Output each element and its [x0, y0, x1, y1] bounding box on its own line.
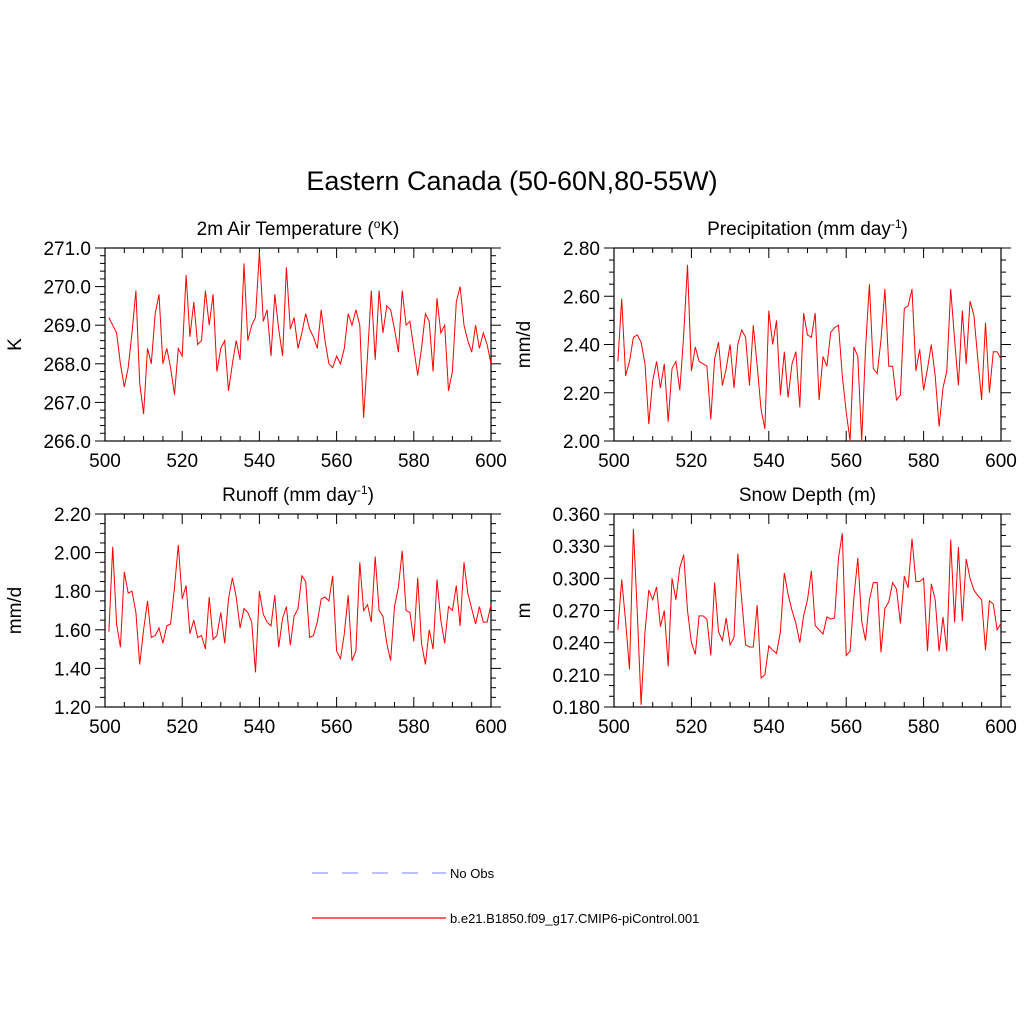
plot-frame: [613, 247, 1002, 442]
series-line: [108, 251, 492, 418]
plot-frame: [613, 513, 1002, 708]
x-tick-label: 500: [89, 717, 121, 738]
x-tick-label: 520: [166, 451, 198, 472]
y-tick-label: 271.0: [43, 239, 91, 260]
y-tick-label: 2.80: [563, 239, 600, 260]
chart-panel-1: 2m Air Temperature (oK) K 500 520 540 560 580 6…: [5, 217, 507, 472]
legend-model-label: b.e21.B1850.f09_g17.CMIP6-piControl.001: [450, 911, 699, 926]
x-tick-label: 560: [830, 717, 862, 738]
y-tick-label: 1.40: [54, 659, 91, 680]
series-line: [617, 528, 1002, 705]
y-tick-label: 2.20: [563, 384, 600, 405]
panel-title: Precipitation (mm day-1): [707, 217, 908, 240]
legend-obs-label: No Obs: [450, 866, 495, 881]
x-tick-label: 580: [398, 717, 430, 738]
chart-panel-2: Precipitation (mm day-1) mm/d 500 520 540 560…: [514, 217, 1017, 472]
y-tick-label: 2.20: [54, 505, 91, 526]
x-tick-label: 540: [753, 451, 785, 472]
y-tick-label: 1.80: [54, 582, 91, 603]
series-line: [108, 544, 492, 673]
panel-title: Snow Depth (m): [739, 485, 876, 506]
y-tick-label: 0.210: [552, 666, 600, 687]
panel-title: 2m Air Temperature (oK): [197, 217, 400, 240]
x-tick-label: 500: [89, 451, 121, 472]
y-tick-label: 268.0: [43, 355, 91, 376]
y-tick-label: 270.0: [43, 278, 91, 299]
y-axis-label: mm/d: [5, 587, 26, 635]
y-tick-label: 2.60: [563, 287, 600, 308]
y-tick-label: 1.20: [54, 698, 91, 719]
x-tick-label: 560: [321, 451, 353, 472]
panel-title: Runoff (mm day-1): [222, 483, 374, 506]
x-tick-label: 600: [475, 717, 507, 738]
x-tick-label: 580: [908, 451, 940, 472]
y-tick-label: 2.00: [563, 432, 600, 453]
x-tick-label: 560: [321, 717, 353, 738]
x-tick-label: 560: [830, 451, 862, 472]
x-tick-label: 580: [908, 717, 940, 738]
x-tick-label: 600: [985, 451, 1017, 472]
x-tick-label: 540: [753, 717, 785, 738]
y-tick-label: 266.0: [43, 432, 91, 453]
y-tick-label: 0.360: [552, 505, 600, 526]
y-tick-label: 2.40: [563, 336, 600, 357]
x-tick-label: 600: [475, 451, 507, 472]
x-tick-label: 540: [244, 717, 276, 738]
plot-frame: [104, 513, 492, 708]
y-tick-label: 0.300: [552, 569, 600, 590]
x-tick-label: 540: [244, 451, 276, 472]
y-tick-label: 0.270: [552, 602, 600, 623]
y-tick-label: 269.0: [43, 316, 91, 337]
x-tick-label: 520: [676, 451, 708, 472]
x-tick-label: 500: [598, 451, 630, 472]
legend: No Obs b.e21.B1850.f09_g17.CMIP6-piContro…: [312, 866, 699, 926]
series-line: [617, 264, 1002, 442]
y-tick-label: 0.240: [552, 634, 600, 655]
y-axis-label: mm/d: [514, 321, 535, 369]
chart-panel-3: Runoff (mm day-1) mm/d 500 520 540 560 580 600 1…: [5, 483, 507, 738]
figure-title: Eastern Canada (50-60N,80-55W): [306, 166, 718, 196]
x-tick-label: 580: [398, 451, 430, 472]
y-tick-label: 1.60: [54, 621, 91, 642]
x-tick-label: 520: [166, 717, 198, 738]
y-tick-label: 0.330: [552, 537, 600, 558]
y-tick-label: 2.00: [54, 544, 91, 565]
y-tick-label: 267.0: [43, 393, 91, 414]
x-tick-label: 500: [598, 717, 630, 738]
chart-panel-4: Snow Depth (m) m 500 520 540 560 580 600 0.180 0.…: [514, 485, 1017, 738]
y-axis-label: K: [5, 338, 26, 351]
x-tick-label: 520: [676, 717, 708, 738]
y-tick-label: 0.180: [552, 698, 600, 719]
y-axis-label: m: [514, 603, 535, 619]
x-tick-label: 600: [985, 717, 1017, 738]
